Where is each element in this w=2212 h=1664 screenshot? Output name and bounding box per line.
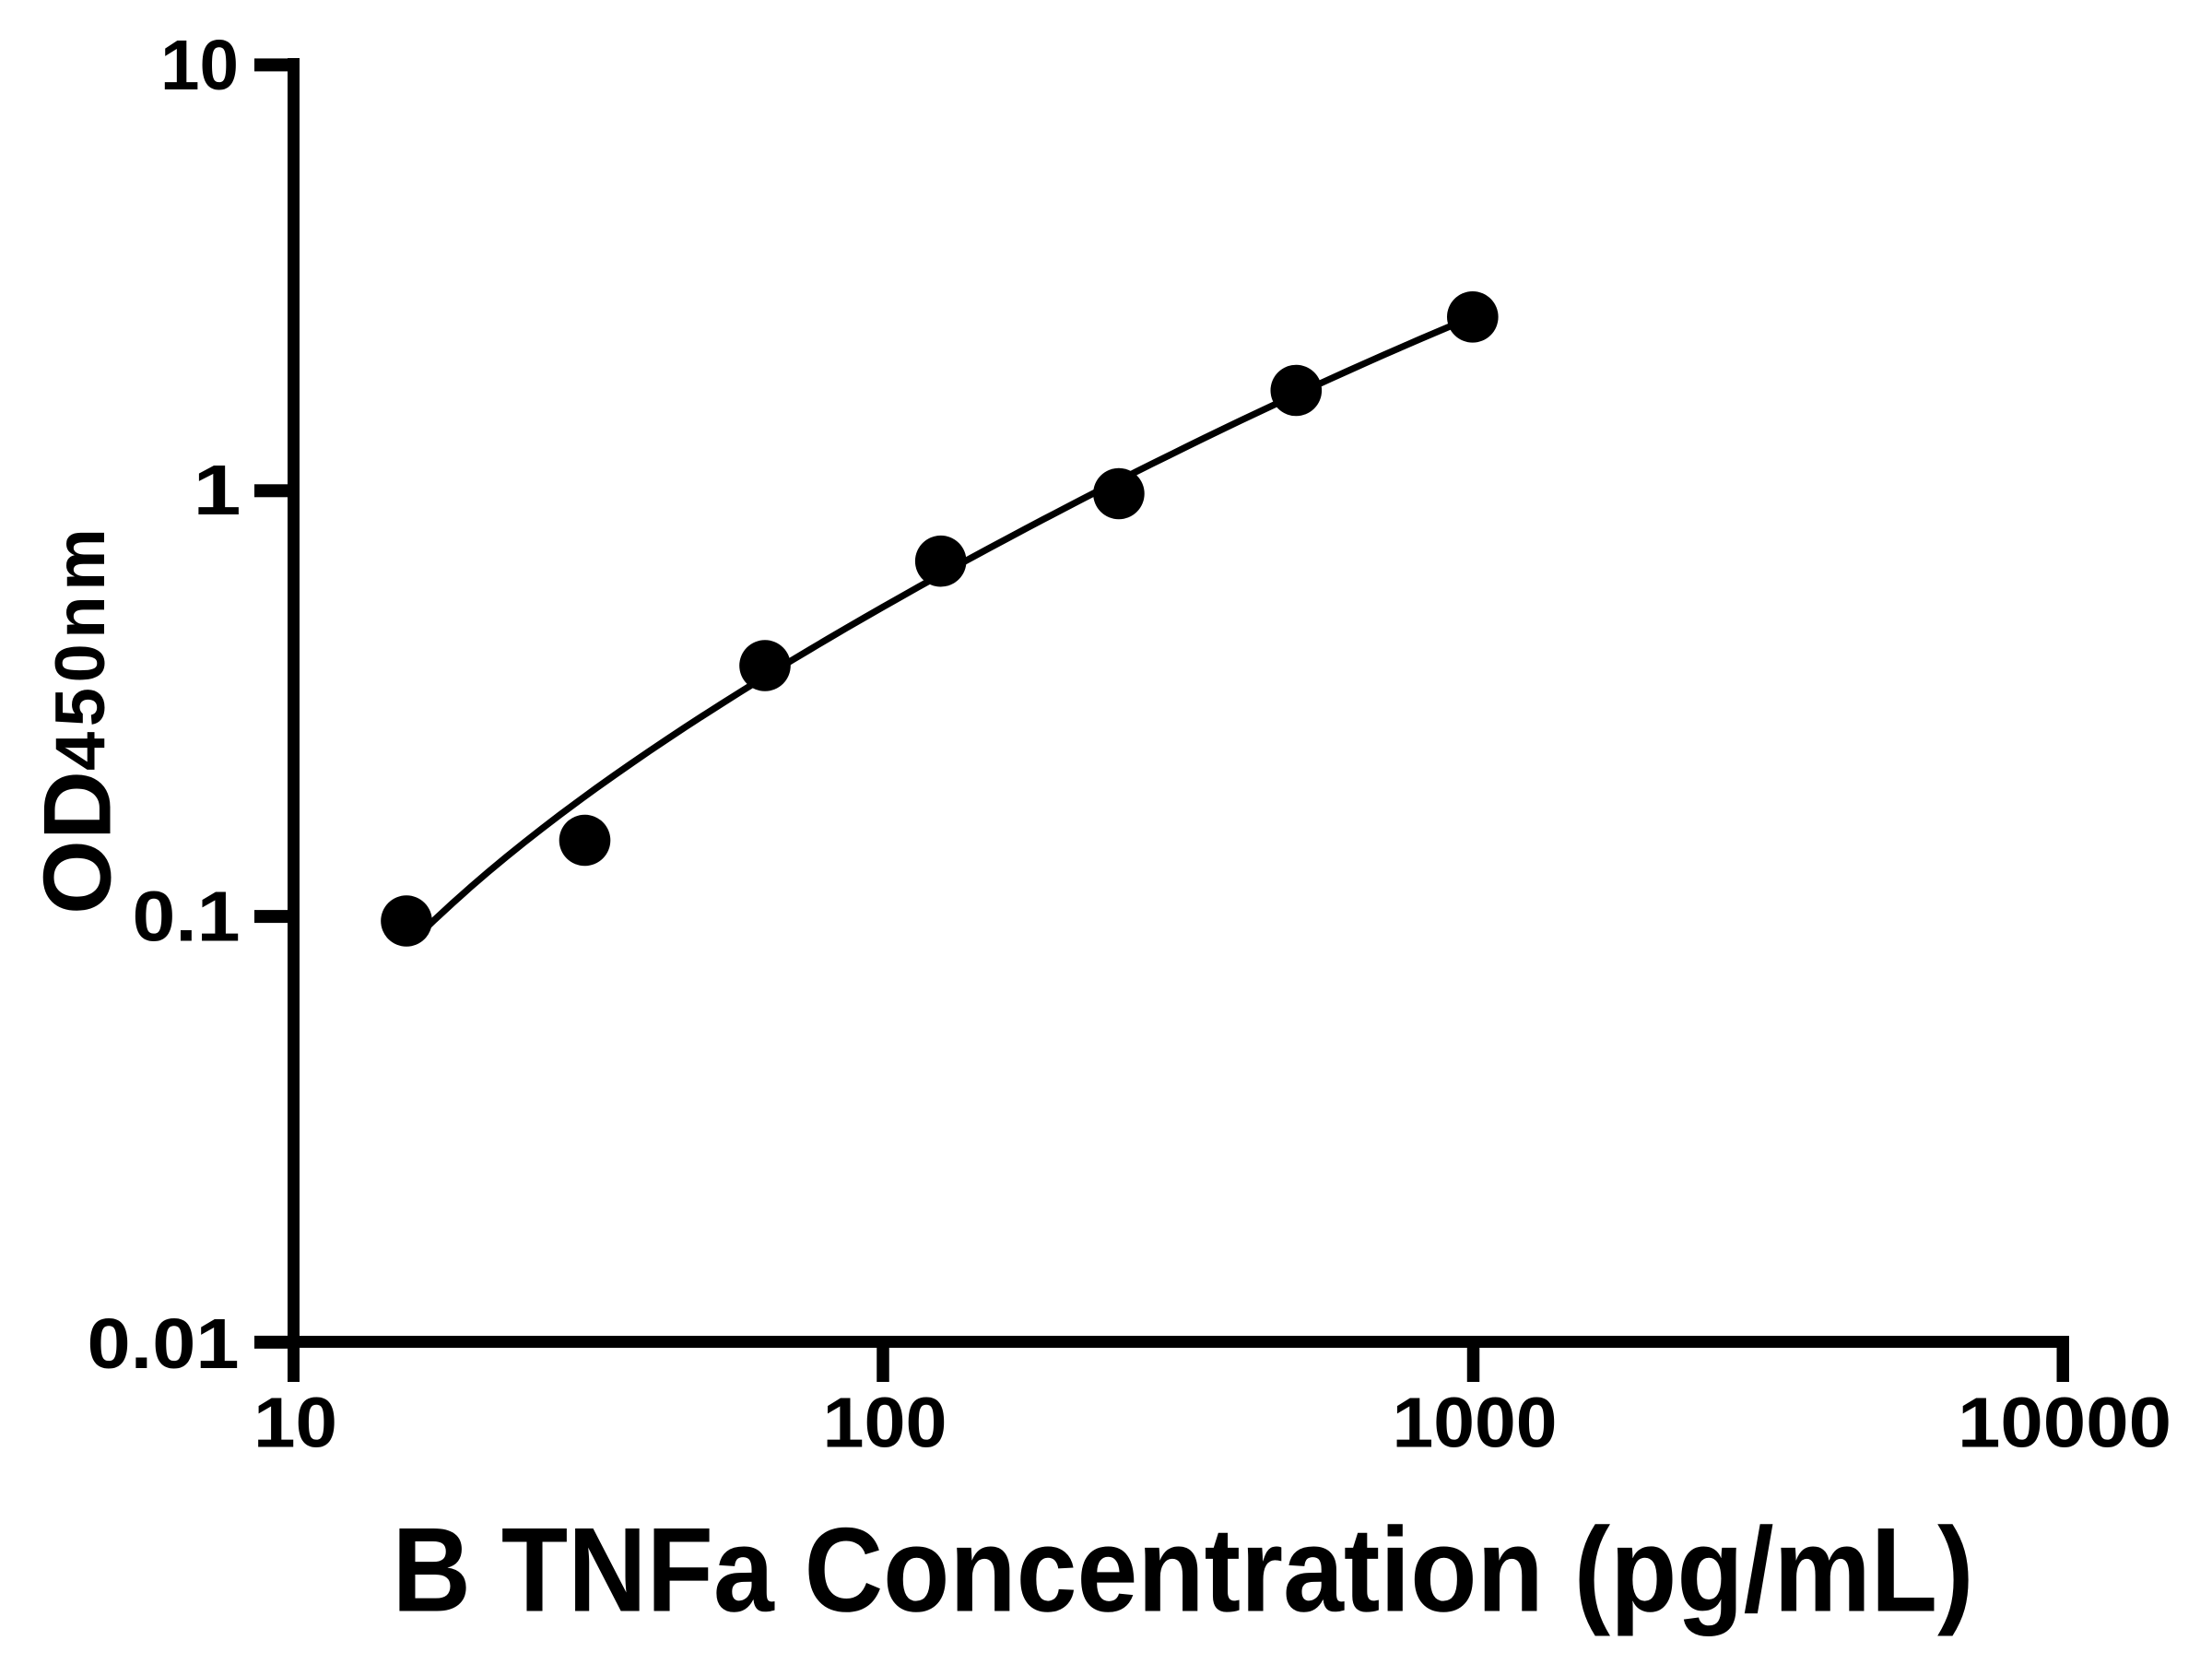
svg-text:100: 100 <box>823 1384 947 1463</box>
svg-text:OD450nm: OD450nm <box>25 524 132 915</box>
svg-text:B TNFa Concentration (pg/mL): B TNFa Concentration (pg/mL) <box>393 1503 1974 1637</box>
svg-text:1: 1 <box>194 451 241 530</box>
svg-text:0.1: 0.1 <box>133 878 241 957</box>
svg-text:10: 10 <box>253 1384 337 1463</box>
svg-text:0.01: 0.01 <box>88 1304 240 1384</box>
svg-text:10000: 10000 <box>1958 1384 2171 1463</box>
svg-text:10: 10 <box>160 26 239 105</box>
svg-text:1000: 1000 <box>1393 1384 1558 1463</box>
